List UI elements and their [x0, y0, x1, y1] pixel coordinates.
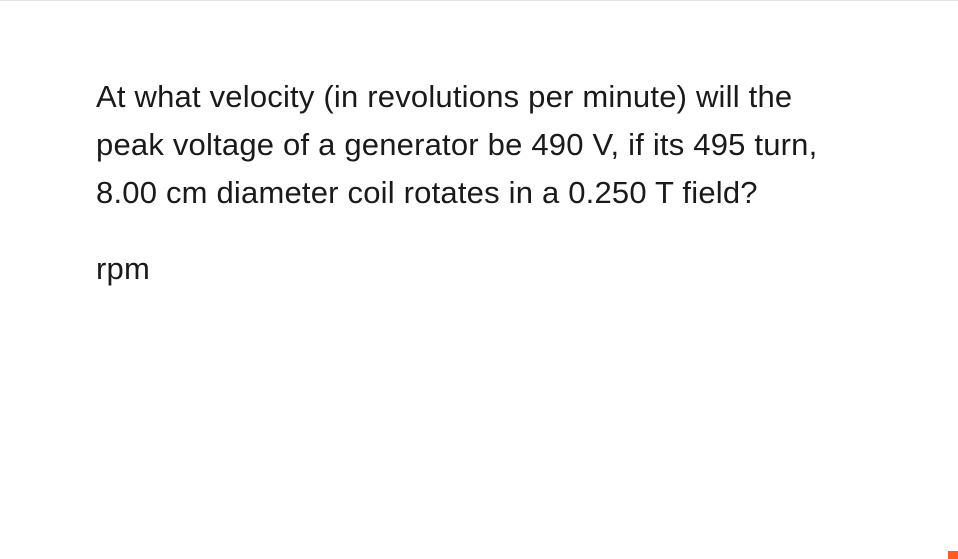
question-text: At what velocity (in revolutions per min… [96, 73, 856, 217]
problem-container: At what velocity (in revolutions per min… [0, 0, 958, 559]
answer-unit-label: rpm [96, 245, 862, 293]
corner-accent [948, 551, 958, 559]
